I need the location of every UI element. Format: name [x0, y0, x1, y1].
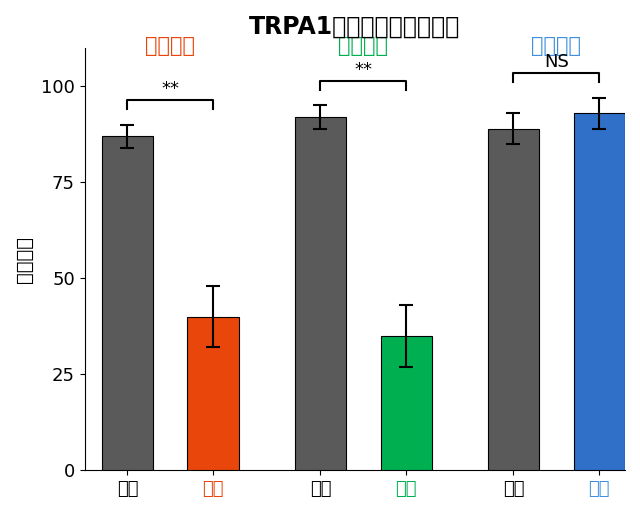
Text: NS: NS [544, 53, 569, 71]
Bar [573, 113, 625, 470]
Text: **: ** [161, 80, 179, 98]
Y-axis label: 忘避指数: 忘避指数 [15, 235, 34, 283]
Bar [188, 317, 239, 470]
Bar [488, 129, 540, 470]
Text: 味覚神経: 味覚神経 [145, 35, 195, 55]
Text: 嗅覚神経: 嗅覚神経 [531, 35, 581, 55]
Text: **: ** [355, 61, 372, 78]
Bar [102, 136, 153, 470]
Bar [294, 117, 346, 470]
Bar [381, 336, 432, 470]
Title: TRPA1の欠失した神経細胞: TRPA1の欠失した神経細胞 [249, 15, 460, 39]
Text: 痛覚神経: 痛覚神経 [339, 35, 388, 55]
